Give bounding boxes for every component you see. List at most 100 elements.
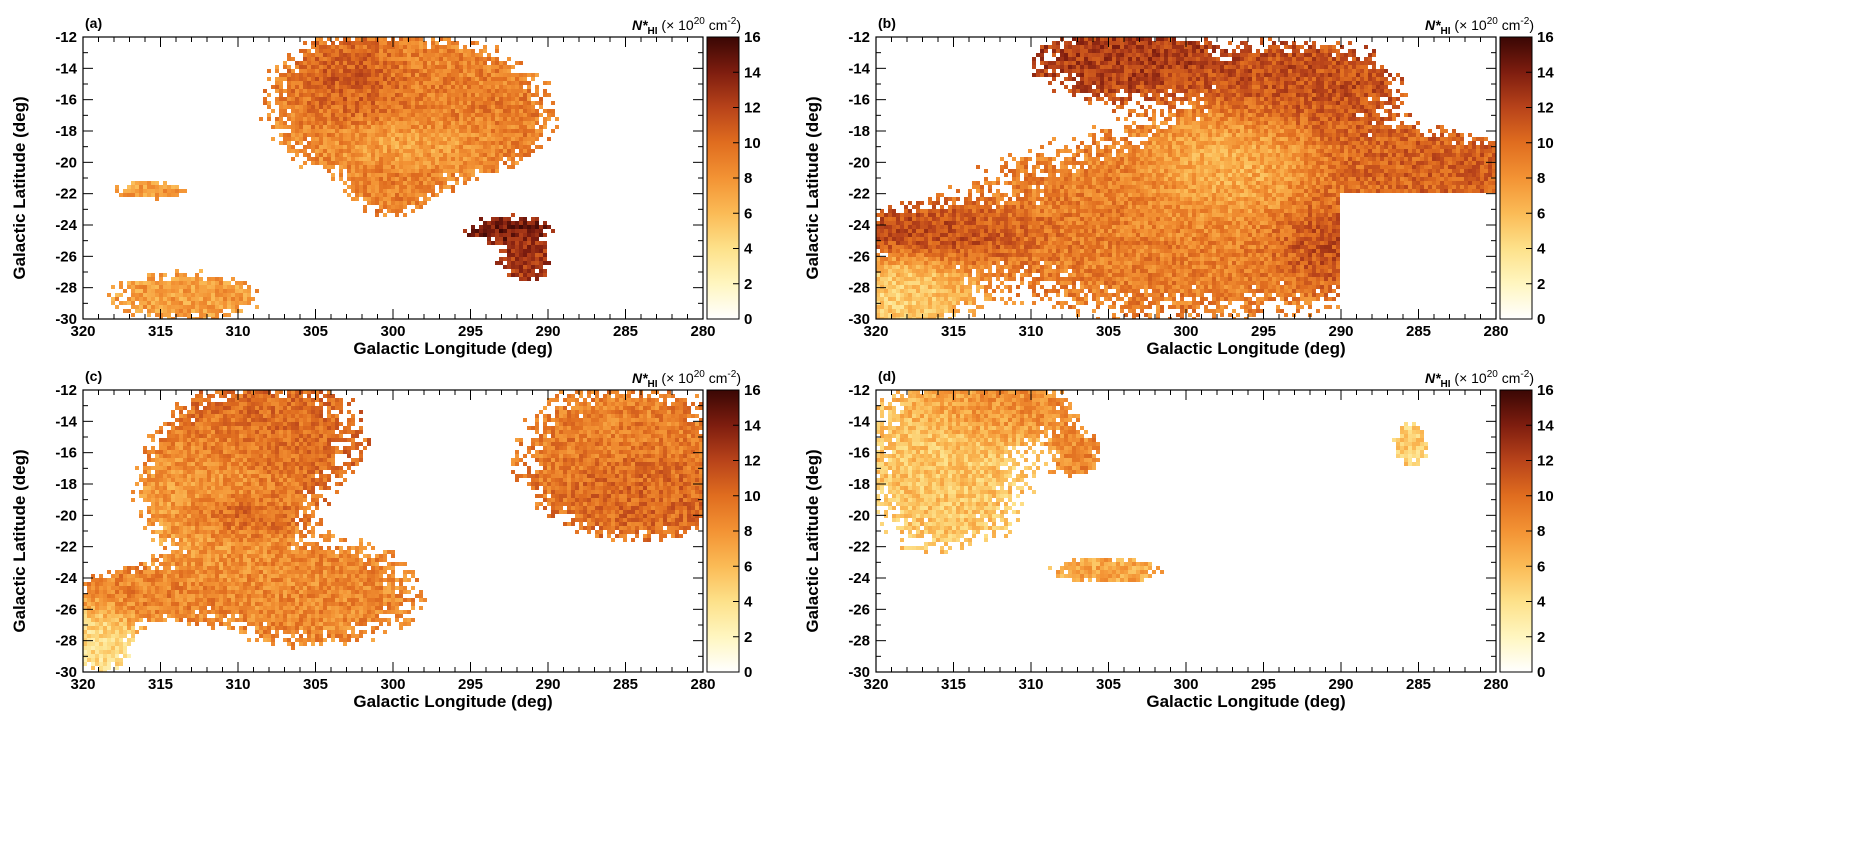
x-axis-title: Galactic Longitude (deg) bbox=[353, 692, 552, 711]
y-tick-label: -24 bbox=[55, 570, 77, 587]
y-tick-label: -20 bbox=[848, 507, 870, 524]
x-tick-label: 290 bbox=[1328, 323, 1353, 340]
y-tick-label: -16 bbox=[55, 92, 77, 109]
panel-c: 320 315 310 305 300 295 290 285 280-12-14-16-18-… bbox=[10, 368, 761, 711]
y-tick-label: -20 bbox=[55, 507, 77, 524]
x-tick-label: 310 bbox=[225, 676, 250, 693]
panel-a: 320 315 310 305 300 295 290 285 280-12-14-16-18-… bbox=[10, 15, 761, 358]
y-tick-label: -14 bbox=[848, 60, 870, 77]
colorbar-tick-label: 16 bbox=[744, 29, 761, 46]
x-tick-label: 300 bbox=[380, 323, 405, 340]
colorbar-tick-label: 14 bbox=[1537, 64, 1554, 81]
colorbar bbox=[1499, 389, 1533, 673]
x-tick-label: 285 bbox=[1406, 323, 1431, 340]
x-tick-label: 305 bbox=[303, 323, 328, 340]
colorbar-tick-label: 12 bbox=[744, 453, 761, 470]
x-tick-label: 285 bbox=[1406, 676, 1431, 693]
x-tick-label: 300 bbox=[1173, 676, 1198, 693]
panel-label: (a) bbox=[85, 15, 102, 31]
colorbar-tick-label: 16 bbox=[1537, 29, 1554, 46]
colorbar-tick-label: 2 bbox=[1537, 629, 1545, 646]
colorbar-tick-label: 10 bbox=[744, 488, 761, 505]
y-tick-label: -12 bbox=[848, 382, 870, 399]
panel-label: (b) bbox=[878, 15, 896, 31]
colorbar-tick-label: 12 bbox=[1537, 453, 1554, 470]
colorbar-tick-label: 12 bbox=[1537, 100, 1554, 117]
x-tick-label: 320 bbox=[70, 676, 95, 693]
x-tick-label: 320 bbox=[863, 323, 888, 340]
y-tick-label: -16 bbox=[55, 445, 77, 462]
y-tick-label: -14 bbox=[55, 60, 77, 77]
y-tick-label: -26 bbox=[848, 601, 870, 618]
heatmap-cells bbox=[107, 37, 559, 319]
y-tick-label: -18 bbox=[55, 123, 77, 140]
x-axis-title: Galactic Longitude (deg) bbox=[353, 339, 552, 358]
y-tick-label: -26 bbox=[848, 248, 870, 265]
colorbar-tick-label: 8 bbox=[1537, 170, 1545, 187]
colorbar-tick-label: 0 bbox=[744, 311, 752, 328]
x-tick-label: 310 bbox=[225, 323, 250, 340]
y-tick-label: -30 bbox=[55, 311, 77, 328]
colorbar-tick-label: 12 bbox=[744, 100, 761, 117]
colorbar-tick-label: 8 bbox=[744, 523, 752, 540]
y-tick-label: -22 bbox=[55, 186, 77, 203]
x-tick-label: 280 bbox=[690, 676, 715, 693]
colorbar-tick-label: 0 bbox=[1537, 311, 1545, 328]
x-tick-label: 320 bbox=[863, 676, 888, 693]
y-tick-label: -28 bbox=[55, 280, 77, 297]
y-tick-label: -16 bbox=[848, 445, 870, 462]
colorbar-tick-label: 0 bbox=[1537, 664, 1545, 681]
colorbar-title: N*HI (× 1020 cm-2) bbox=[1425, 369, 1534, 390]
colorbar-tick-label: 14 bbox=[744, 64, 761, 81]
colorbar-tick-label: 16 bbox=[1537, 382, 1554, 399]
x-tick-label: 280 bbox=[1483, 676, 1508, 693]
y-axis-title: Galactic Latitude (deg) bbox=[10, 449, 29, 632]
y-tick-label: -16 bbox=[848, 92, 870, 109]
x-tick-label: 285 bbox=[613, 323, 638, 340]
y-tick-label: -26 bbox=[55, 601, 77, 618]
x-tick-label: 295 bbox=[1251, 323, 1276, 340]
x-tick-label: 280 bbox=[1483, 323, 1508, 340]
y-axis-title: Galactic Latitude (deg) bbox=[803, 96, 822, 279]
x-axis-title: Galactic Longitude (deg) bbox=[1146, 339, 1345, 358]
x-tick-label: 290 bbox=[1328, 676, 1353, 693]
y-tick-label: -26 bbox=[55, 248, 77, 265]
x-tick-label: 315 bbox=[941, 676, 966, 693]
colorbar-tick-label: 10 bbox=[744, 135, 761, 152]
y-tick-label: -28 bbox=[848, 280, 870, 297]
x-tick-label: 280 bbox=[690, 323, 715, 340]
y-tick-label: -14 bbox=[848, 413, 870, 430]
x-tick-label: 305 bbox=[1096, 323, 1121, 340]
colorbar-tick-label: 2 bbox=[744, 629, 752, 646]
x-tick-label: 300 bbox=[1173, 323, 1198, 340]
heatmap-cells bbox=[83, 390, 703, 672]
colorbar bbox=[706, 36, 740, 320]
colorbar-tick-label: 8 bbox=[1537, 523, 1545, 540]
panel-label: (d) bbox=[878, 368, 896, 384]
x-tick-label: 290 bbox=[535, 323, 560, 340]
y-tick-label: -14 bbox=[55, 413, 77, 430]
y-axis-title: Galactic Latitude (deg) bbox=[803, 449, 822, 632]
y-tick-label: -30 bbox=[55, 664, 77, 681]
x-tick-label: 320 bbox=[70, 323, 95, 340]
colorbar-tick-label: 4 bbox=[1537, 594, 1546, 611]
colorbar-tick-label: 10 bbox=[1537, 135, 1554, 152]
colorbar-tick-label: 6 bbox=[744, 205, 752, 222]
x-tick-label: 315 bbox=[148, 323, 173, 340]
x-tick-label: 290 bbox=[535, 676, 560, 693]
colorbar-tick-label: 6 bbox=[1537, 205, 1545, 222]
colorbar-title: N*HI (× 1020 cm-2) bbox=[1425, 16, 1534, 37]
colorbar-tick-label: 0 bbox=[744, 664, 752, 681]
y-tick-label: -30 bbox=[848, 664, 870, 681]
x-tick-label: 295 bbox=[458, 676, 483, 693]
panel-label: (c) bbox=[85, 368, 102, 384]
x-tick-label: 315 bbox=[941, 323, 966, 340]
x-tick-label: 285 bbox=[613, 676, 638, 693]
y-tick-label: -24 bbox=[848, 570, 870, 587]
colorbar-title: N*HI (× 1020 cm-2) bbox=[632, 369, 741, 390]
y-tick-label: -20 bbox=[848, 154, 870, 171]
colorbar-tick-label: 4 bbox=[1537, 241, 1546, 258]
heatmap-cells bbox=[876, 37, 1496, 319]
y-axis-title: Galactic Latitude (deg) bbox=[10, 96, 29, 279]
